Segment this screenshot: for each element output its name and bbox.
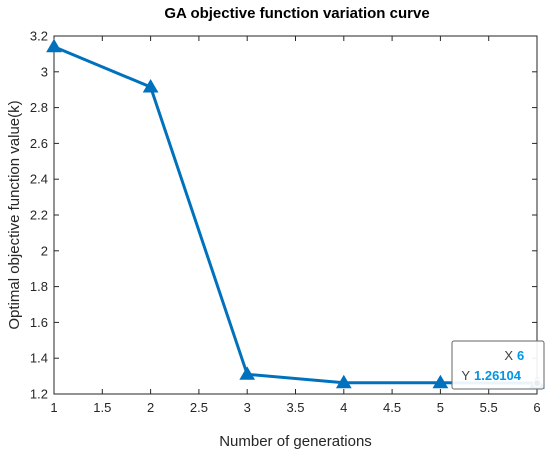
x-tick-label: 3 bbox=[244, 400, 251, 415]
data-point-marker[interactable] bbox=[432, 374, 449, 389]
x-tick-label: 5 bbox=[437, 400, 444, 415]
y-tick-label: 2.4 bbox=[30, 172, 48, 187]
x-tick-label: 5.5 bbox=[480, 400, 498, 415]
x-tick-label: 4 bbox=[340, 400, 347, 415]
x-tick-label: 4.5 bbox=[383, 400, 401, 415]
y-axis-title: Optimal objective function value(k) bbox=[6, 100, 23, 329]
datatip-box bbox=[451, 340, 545, 390]
data-point-marker[interactable] bbox=[142, 79, 159, 93]
x-tick-label: 2.5 bbox=[190, 400, 208, 415]
y-tick-label: 1.6 bbox=[30, 315, 48, 330]
y-tick-label: 3 bbox=[41, 64, 48, 79]
data-point-marker[interactable] bbox=[239, 366, 256, 380]
chart-title: GA objective function variation curve bbox=[164, 5, 429, 22]
datatip-x-value: 6 bbox=[517, 348, 524, 363]
data-point-marker[interactable] bbox=[46, 38, 62, 53]
y-tick-label: 3.2 bbox=[30, 29, 48, 44]
y-tick-label: 2.6 bbox=[30, 136, 48, 151]
x-tick-label: 1.5 bbox=[93, 400, 111, 415]
plot-area bbox=[53, 35, 538, 395]
x-tick-label: 6 bbox=[533, 400, 540, 415]
x-tick-label: 2 bbox=[147, 400, 154, 415]
x-axis-title: Number of generations bbox=[219, 433, 372, 450]
y-tick-label: 2 bbox=[41, 243, 48, 258]
x-tick-label: 3.5 bbox=[286, 400, 304, 415]
datatip-x-label: X bbox=[504, 348, 513, 363]
datatip-y-value: 1.26104 bbox=[474, 368, 522, 383]
y-tick-label: 2.8 bbox=[30, 100, 48, 115]
y-tick-label: 1.2 bbox=[30, 387, 48, 402]
datatip[interactable]: X 6 Y 1.26104 bbox=[451, 340, 545, 390]
axis-ticks: 1 1.5 2 2.5 3 3.5 4 4.5 5 5.5 6 1.2 1.4 1.6 1.8 2 2.2 2.4… bbox=[30, 29, 541, 416]
x-tick-label: 1 bbox=[50, 400, 57, 415]
y-tick-label: 1.4 bbox=[30, 351, 48, 366]
y-tick-label: 2.2 bbox=[30, 208, 48, 223]
data-point-marker[interactable] bbox=[335, 374, 352, 389]
y-tick-label: 1.8 bbox=[30, 279, 48, 294]
datatip-y-label: Y bbox=[461, 368, 470, 383]
